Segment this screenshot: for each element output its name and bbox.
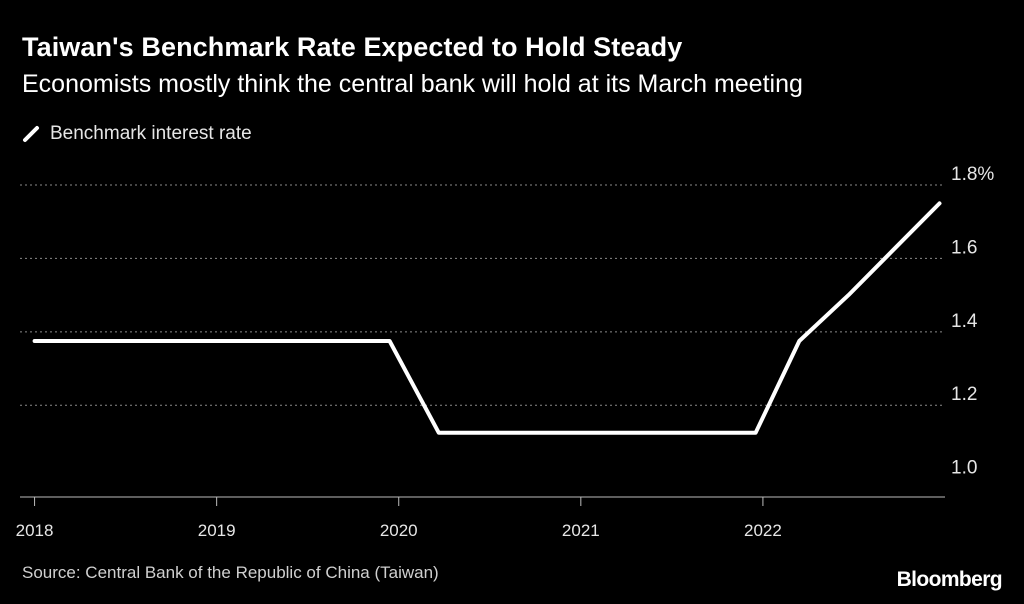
legend-label: Benchmark interest rate — [50, 123, 252, 144]
y-tick-label: 1.6 — [951, 237, 977, 258]
series-line-benchmark-rate — [32, 201, 942, 435]
x-tick-label: 2021 — [562, 521, 600, 540]
chart-title: Taiwan's Benchmark Rate Expected to Hold… — [22, 32, 683, 62]
chart-subtitle: Economists mostly think the central bank… — [22, 70, 803, 98]
y-tick-label: 1.0 — [951, 458, 977, 479]
y-tick-label: 1.2 — [951, 384, 977, 405]
y-tick-label: 1.8% — [951, 164, 994, 185]
x-tick-label: 2018 — [16, 521, 54, 540]
source-note: Source: Central Bank of the Republic of … — [22, 563, 439, 582]
x-tick-label: 2019 — [198, 521, 236, 540]
y-tick-label: 1.4 — [951, 311, 978, 332]
legend-line-swatch — [23, 126, 39, 142]
x-tick-label: 2020 — [380, 521, 418, 540]
legend: Benchmark interest rate — [22, 123, 252, 145]
bloomberg-logo: Bloomberg — [896, 568, 1003, 591]
x-tick-label: 2022 — [744, 521, 782, 540]
